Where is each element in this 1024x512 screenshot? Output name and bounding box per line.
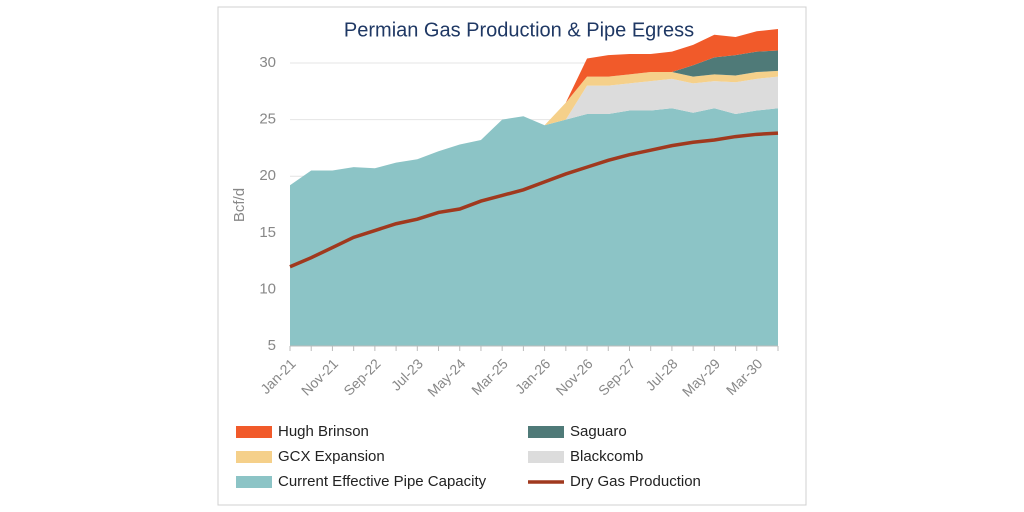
area	[290, 108, 778, 346]
y-tick-label: 30	[259, 54, 276, 71]
y-tick-label: 10	[259, 280, 276, 297]
line	[289, 131, 779, 269]
legend-label: GCX Expansion	[278, 448, 385, 465]
legend-label: Saguaro	[570, 423, 627, 440]
legend-label: Hugh Brinson	[278, 423, 369, 440]
legend-label: Blackcomb	[570, 448, 643, 465]
legend-swatch	[528, 426, 564, 438]
y-tick-label: 25	[259, 111, 276, 128]
legend-label: Dry Gas Production	[570, 473, 701, 490]
y-tick-label: 5	[268, 337, 276, 354]
legend-swatch	[528, 451, 564, 463]
y-tick-label: 15	[259, 224, 276, 241]
area	[290, 29, 778, 186]
area	[290, 76, 778, 186]
legend-swatch	[236, 451, 272, 463]
chart-title: Permian Gas Production & Pipe Egress	[344, 19, 694, 41]
legend-swatch	[236, 426, 272, 438]
legend-label: Current Effective Pipe Capacity	[278, 473, 487, 490]
y-axis-label: Bcf/d	[231, 188, 248, 222]
y-tick-label: 20	[259, 167, 276, 184]
legend-swatch	[236, 476, 272, 488]
area	[290, 50, 778, 186]
